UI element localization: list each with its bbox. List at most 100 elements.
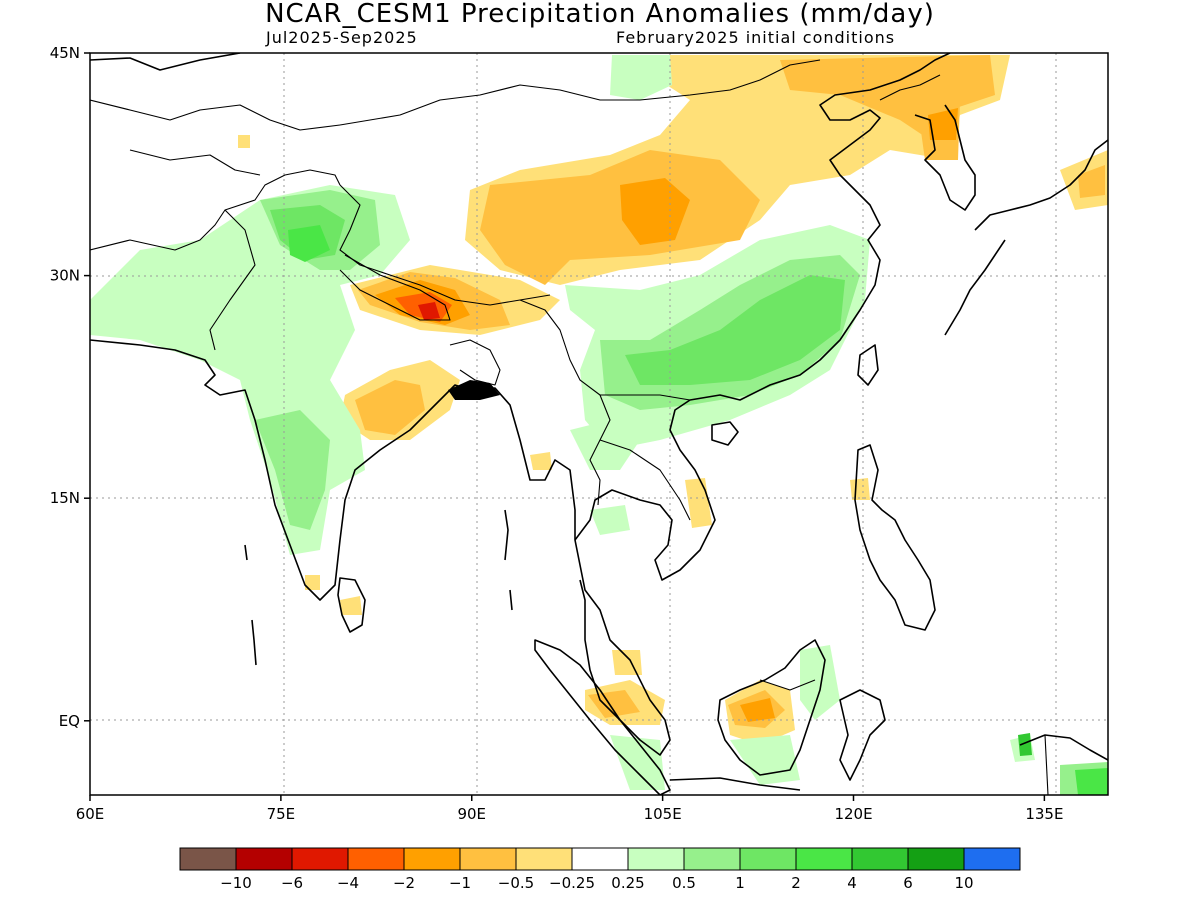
plot-frame <box>89 52 1109 796</box>
lon-tick-label: 60E <box>76 805 105 823</box>
initial-conditions: February2025 initial conditions <box>616 28 896 47</box>
anomaly-indochina-pale <box>570 420 640 470</box>
anomaly-philippines <box>850 478 870 500</box>
border-central-asia <box>90 99 341 131</box>
anomaly-korea-core <box>928 108 958 140</box>
coast-indochina <box>574 53 951 581</box>
border-laos-th <box>599 439 691 521</box>
anomaly-south-china-mid <box>625 275 845 385</box>
border-india-china <box>339 184 551 306</box>
colorbar-swatch <box>627 847 685 871</box>
colorbar-swatch <box>907 847 965 871</box>
lon-axis: 60E 75E 90E 105E 120E 135E <box>76 795 1063 823</box>
anomaly-nepal-peak <box>418 302 440 320</box>
colorbar-swatch <box>403 847 461 871</box>
border-iran-pak <box>90 169 341 251</box>
anomaly-tibet-core <box>620 178 690 245</box>
coast-srilanka <box>337 577 366 633</box>
anomaly-vietnam-light <box>685 478 712 528</box>
colorbar-label: −1 <box>449 874 471 892</box>
colorbar-label: 0.5 <box>672 874 696 892</box>
coast-java <box>669 777 801 791</box>
border-ne-china <box>879 74 941 101</box>
colorbar-swatch <box>235 847 293 871</box>
anomaly-tibet-orange <box>480 150 760 285</box>
lat-axis: 45N 30N 15N EQ <box>50 44 90 730</box>
colorbar-label: −0.25 <box>549 874 595 892</box>
chart-title: NCAR_CESM1 Precipitation Anomalies (mm/d… <box>265 0 935 29</box>
colorbar-swatch <box>515 847 573 871</box>
coast-newguinea <box>1019 734 1108 761</box>
anomaly-shading <box>90 55 1108 795</box>
coast-hainan <box>711 421 739 446</box>
colorbar-label: 10 <box>954 874 973 892</box>
lon-tick-label: 135E <box>1025 805 1063 823</box>
anomaly-kali-pale <box>730 735 800 785</box>
colorbar-label: 0.25 <box>611 874 644 892</box>
colorbar-swatch <box>963 847 1021 871</box>
anomaly-thailand-pale <box>590 505 630 535</box>
colorbar-label: −10 <box>220 874 252 892</box>
colorbar-swatch <box>739 847 797 871</box>
colorbar-swatch <box>459 847 517 871</box>
colorbar-label: 1 <box>735 874 745 892</box>
anomaly-sumatra-orange <box>588 690 640 718</box>
colorbar-label: −6 <box>281 874 303 892</box>
colorbar-swatch <box>851 847 909 871</box>
colorbar-swatch <box>291 847 349 871</box>
country-borders <box>90 59 1049 795</box>
colorbar-label: 4 <box>847 874 857 892</box>
anomaly-china-north-pale <box>610 55 672 100</box>
lon-tick-label: 120E <box>834 805 872 823</box>
coast-north <box>90 53 241 71</box>
anomaly-java-pale <box>610 735 665 790</box>
ganges-delta <box>448 380 500 400</box>
anomaly-srilanka <box>340 596 362 615</box>
lat-tick-label: 30N <box>50 267 80 285</box>
border-pak-india <box>209 209 256 351</box>
colorbar-swatch <box>571 847 629 871</box>
colorbar-label: 2 <box>791 874 801 892</box>
border-nepal <box>339 254 451 321</box>
anomaly-borneo-pale <box>800 645 840 720</box>
anomaly-himalaya-bright <box>288 225 330 262</box>
colorbar-label: −4 <box>337 874 359 892</box>
coast-borneo <box>717 639 826 776</box>
coast-taiwan <box>857 344 879 386</box>
colorbar: −10 −6 −4 −2 −1 −0.5 −0.25 0.25 0.5 1 2 4 6 10 <box>179 847 1021 892</box>
colorbar-label: −2 <box>393 874 415 892</box>
map-grid <box>90 53 1108 795</box>
anomaly-hainan <box>530 452 552 470</box>
colorbar-swatch <box>795 847 853 871</box>
border-china-vn <box>600 394 691 401</box>
anomaly-sulawesi-bright <box>1018 733 1032 756</box>
lat-tick-label: 45N <box>50 44 80 62</box>
coast-japan <box>944 139 1108 336</box>
border-mongolia <box>339 59 821 126</box>
anomaly-ng-bright <box>1075 768 1108 795</box>
colorbar-swatch <box>683 847 741 871</box>
coast-sulawesi <box>839 689 886 781</box>
border-png <box>1044 734 1049 795</box>
forecast-period: Jul2025-Sep2025 <box>266 28 418 47</box>
lon-tick-label: 75E <box>267 805 296 823</box>
coast-andaman <box>504 509 513 611</box>
colorbar-label: −0.5 <box>498 874 534 892</box>
anomaly-nw-corner <box>238 135 250 148</box>
border-afghan <box>129 149 261 176</box>
colorbar-label: 6 <box>903 874 913 892</box>
anomaly-ghats-dot <box>305 575 320 590</box>
coast-korea <box>914 104 976 211</box>
anomaly-ghats-green <box>255 410 330 530</box>
colorbar-swatch <box>347 847 405 871</box>
anomaly-india-orange <box>355 380 425 435</box>
coast-sumatra <box>534 639 671 795</box>
lon-tick-label: 90E <box>457 805 486 823</box>
anomaly-east-orange <box>1078 165 1105 198</box>
lat-tick-label: 15N <box>50 489 80 507</box>
anomaly-borneo-core <box>740 698 775 722</box>
border-bangladesh <box>449 339 501 386</box>
anomaly-malaya <box>612 650 642 675</box>
anomaly-nw-india-pale <box>90 185 410 555</box>
